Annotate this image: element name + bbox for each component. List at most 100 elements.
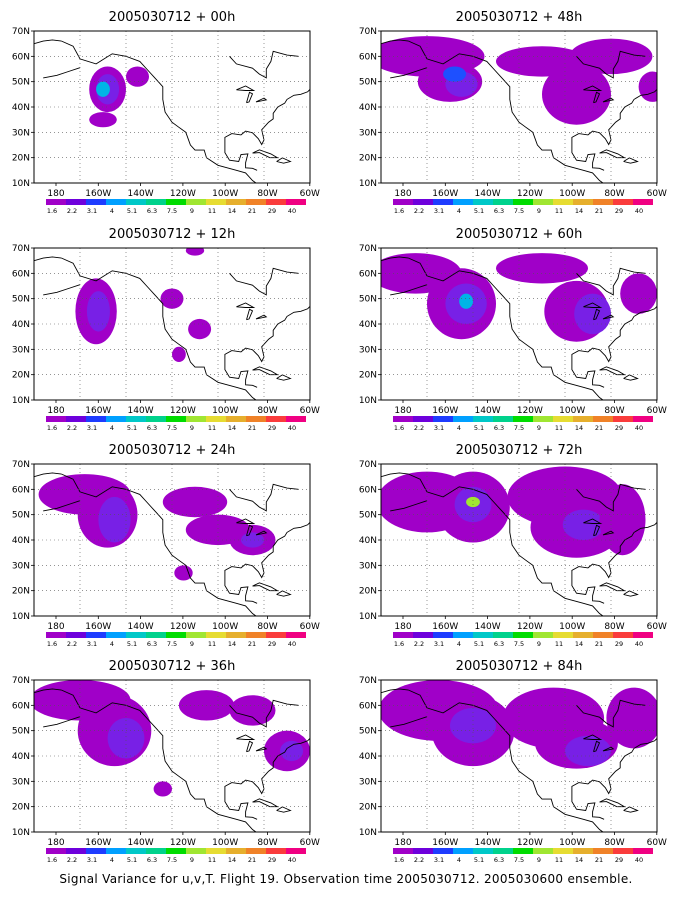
- y-tick-label: 30N: [359, 345, 377, 355]
- colorbar-swatch: [126, 199, 146, 205]
- x-tick-label: 140W: [475, 622, 501, 632]
- colorbar-label: 21: [595, 856, 603, 864]
- colorbar-label: 21: [595, 207, 603, 215]
- colorbar-label: 40: [288, 207, 296, 215]
- colorbar-swatch: [186, 416, 206, 422]
- y-tick-label: 60N: [359, 269, 377, 279]
- colorbar-swatch: [453, 848, 473, 854]
- y-tick-label: 50N: [359, 727, 377, 737]
- colorbar-label: 7.5: [514, 640, 524, 648]
- colorbar-label: 21: [595, 640, 603, 648]
- y-tick-label: 10N: [12, 612, 30, 622]
- x-tick-label: 60W: [647, 838, 667, 848]
- colorbar-label: 29: [268, 856, 276, 864]
- colorbar-swatch: [66, 416, 86, 422]
- coastline: [61, 473, 257, 616]
- coastline: [255, 530, 268, 536]
- colorbar-label: 1.6: [47, 424, 57, 432]
- colorbar-swatch: [573, 848, 593, 854]
- colorbar-label: 11: [208, 856, 216, 864]
- colorbar-swatch: [533, 848, 553, 854]
- x-tick-label: 120W: [517, 838, 543, 848]
- colorbar-label: 3.1: [87, 856, 97, 864]
- colorbar-label: 6.3: [494, 856, 504, 864]
- colorbar-label: 5.1: [127, 856, 137, 864]
- y-tick-label: 10N: [359, 612, 377, 622]
- y-tick-label: 50N: [359, 295, 377, 305]
- coastline: [381, 256, 409, 262]
- variance-region: [496, 253, 588, 284]
- colorbar-swatch: [86, 848, 106, 854]
- colorbar-label: 5.1: [474, 856, 484, 864]
- colorbar-label: 2.2: [414, 424, 424, 432]
- variance-region: [107, 718, 145, 759]
- x-tick-label: 160W: [432, 622, 458, 632]
- x-tick-label: 180: [394, 406, 411, 416]
- colorbar-label: 3.1: [434, 424, 444, 432]
- coastline: [229, 50, 299, 79]
- colorbar-label: 5.1: [127, 424, 137, 432]
- colorbar-label: 6.3: [494, 207, 504, 215]
- colorbar-swatch: [66, 848, 86, 854]
- colorbar-swatch: [126, 632, 146, 638]
- variance-region: [280, 740, 304, 762]
- x-tick-label: 80W: [604, 838, 624, 848]
- coastline: [571, 575, 605, 604]
- colorbar-label: 5.1: [127, 640, 137, 648]
- coastline: [236, 734, 256, 740]
- x-tick-label: 80W: [257, 838, 277, 848]
- colorbar-swatch: [206, 199, 226, 205]
- y-tick-label: 50N: [12, 511, 30, 521]
- y-tick-label: 10N: [359, 828, 377, 838]
- y-tick-label: 70N: [359, 460, 377, 470]
- colorbar-swatch: [433, 416, 453, 422]
- variance-region: [86, 291, 110, 332]
- variance-region: [96, 81, 110, 97]
- colorbar-label: 1.6: [394, 856, 404, 864]
- coastline: [602, 97, 615, 103]
- colorbar-label: 6.3: [147, 640, 157, 648]
- coastline: [252, 366, 279, 376]
- coastline: [408, 689, 604, 832]
- colorbar-label: 14: [575, 207, 583, 215]
- colorbar-label: 3.1: [434, 856, 444, 864]
- panel-title: 2005030712 + 12h: [109, 227, 236, 242]
- colorbar-swatch: [286, 632, 306, 638]
- colorbar-label: 11: [555, 856, 563, 864]
- colorbar-label: 1.6: [394, 640, 404, 648]
- colorbar-swatch: [106, 632, 126, 638]
- x-tick-label: 180: [394, 189, 411, 199]
- colorbar-swatch: [553, 632, 573, 638]
- colorbar-swatch: [166, 416, 186, 422]
- coastline: [599, 798, 626, 808]
- coastline: [623, 374, 639, 381]
- y-tick-label: 30N: [359, 128, 377, 138]
- colorbar-swatch: [393, 416, 413, 422]
- colorbar-swatch: [46, 199, 66, 205]
- coastline: [602, 530, 615, 536]
- y-tick-label: 20N: [359, 587, 377, 597]
- colorbar-label: 29: [615, 207, 623, 215]
- x-tick-label: 80W: [257, 189, 277, 199]
- variance-region: [162, 486, 228, 518]
- y-tick-label: 60N: [12, 269, 30, 279]
- coastline: [593, 524, 601, 537]
- colorbar-swatch: [226, 848, 246, 854]
- y-tick-label: 10N: [359, 396, 377, 406]
- variance-region: [620, 273, 657, 314]
- variance-region: [185, 248, 205, 256]
- x-tick-label: 60W: [647, 189, 667, 199]
- variance-region: [562, 509, 605, 540]
- x-tick-label: 100W: [559, 189, 585, 199]
- coastline: [224, 521, 310, 579]
- x-tick-label: 140W: [128, 189, 154, 199]
- y-tick-label: 70N: [12, 244, 30, 254]
- variance-region: [188, 318, 212, 340]
- colorbar-swatch: [553, 199, 573, 205]
- coastline: [229, 699, 299, 728]
- x-tick-label: 160W: [85, 406, 111, 416]
- x-tick-label: 180: [47, 189, 64, 199]
- colorbar-label: 14: [228, 207, 236, 215]
- x-tick-label: 160W: [85, 622, 111, 632]
- x-tick-label: 180: [47, 838, 64, 848]
